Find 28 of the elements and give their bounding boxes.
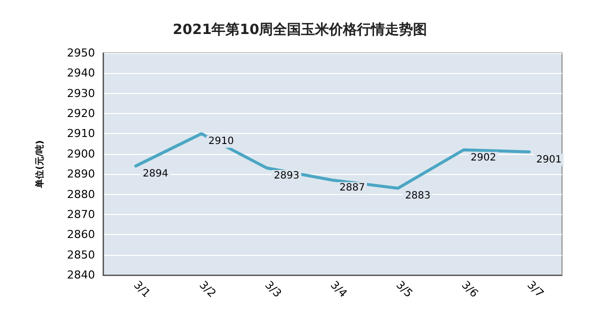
y-tick-label: 2940 [67,66,95,80]
data-label: 2887 [340,182,365,194]
x-tick-label: 3/4 [328,278,350,300]
x-tick-label: 3/2 [196,278,218,300]
y-tick-label: 2870 [67,208,95,221]
y-tick-label: 2930 [67,86,95,100]
y-tick-label: 2890 [67,168,95,181]
x-tick-label: 3/5 [393,278,416,300]
y-tick-label: 2900 [67,147,95,160]
data-label: 2901 [536,154,562,166]
y-tick-label: 2910 [67,127,95,140]
data-label: 2883 [405,190,431,202]
y-tick-label: 2920 [67,107,95,120]
x-tick-label: 3/6 [459,278,481,300]
x-tick-label: 3/3 [262,278,284,300]
y-axis-title: 单位(元/吨) [34,140,46,189]
data-label: 2902 [470,152,496,164]
chart-title: 2021年第10周全国玉米价格行情走势图 [172,22,428,38]
data-label: 2893 [274,170,300,182]
y-tick-label: 2950 [67,46,95,60]
y-tick-label: 2880 [67,188,95,201]
y-tick-label: 2860 [67,228,95,242]
y-tick-label: 2850 [67,248,95,262]
x-tick-label: 3/7 [524,278,546,300]
y-tick-label: 2840 [67,268,95,282]
data-label: 2910 [208,136,234,148]
data-label: 2894 [142,168,168,180]
x-tick-label: 3/1 [131,278,153,300]
